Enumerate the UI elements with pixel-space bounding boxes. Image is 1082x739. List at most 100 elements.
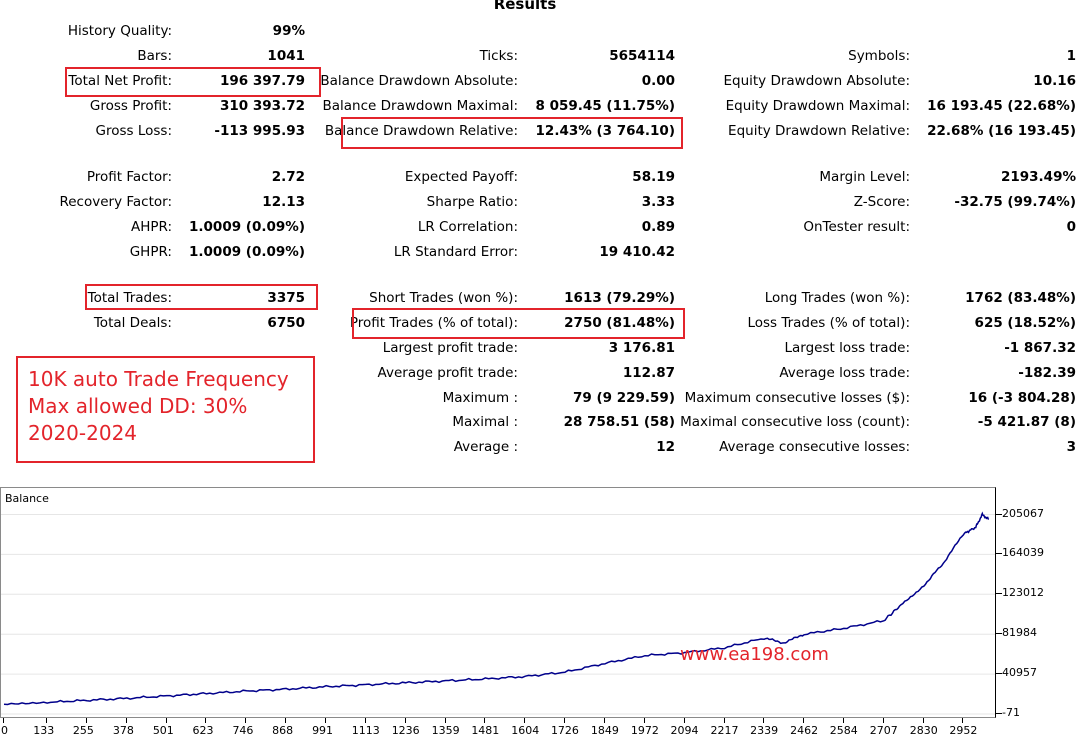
y-tick-label: -71 <box>1002 706 1020 719</box>
stat-value: 3375 <box>267 290 305 306</box>
stat-label: Maximum consecutive losses ($): <box>684 390 910 406</box>
annotation-note: 10K auto Trade Frequency Max allowed DD:… <box>16 356 315 463</box>
x-tick <box>364 718 366 723</box>
stat-value: 16 (-3 804.28) <box>968 390 1076 406</box>
stat-label: Equity Drawdown Relative: <box>728 123 910 139</box>
x-tick-label: 1972 <box>630 724 659 737</box>
x-tick-label: 746 <box>232 724 254 737</box>
stat-value: 6750 <box>267 315 305 331</box>
stat-value: 3 176.81 <box>608 340 675 356</box>
stat-value: -5 421.87 (8) <box>977 414 1076 430</box>
x-tick <box>683 718 685 723</box>
stat-value: 112.87 <box>622 365 675 381</box>
y-tick-label: 205067 <box>1002 506 1044 520</box>
note-line-2: Max allowed DD: 30% <box>28 394 248 418</box>
stat-label: LR Correlation: <box>417 219 518 235</box>
stat-value: 58.19 <box>632 169 675 185</box>
stat-label: LR Standard Error: <box>393 244 518 260</box>
stat-value: 0.89 <box>641 219 675 235</box>
x-tick <box>484 718 486 723</box>
x-tick <box>603 718 605 723</box>
x-tick <box>563 718 565 723</box>
stat-label: History Quality: <box>67 23 172 39</box>
stat-value: 0 <box>1066 219 1076 235</box>
stat-value: 1 <box>1066 48 1076 64</box>
stat-label: Total Trades: <box>87 290 172 306</box>
x-tick-label: 2094 <box>670 724 699 737</box>
x-tick <box>882 718 884 723</box>
stat-value: 2193.49% <box>1000 169 1076 185</box>
stat-label: Average consecutive losses: <box>719 439 910 455</box>
x-tick-label: 255 <box>72 724 94 737</box>
chart-label: Balance <box>5 492 49 505</box>
y-tick-label: 40957 <box>1002 666 1037 680</box>
stat-value: 3 <box>1066 439 1076 455</box>
x-tick-label: 133 <box>33 724 55 737</box>
stat-label: Gross Loss: <box>95 123 173 139</box>
stat-value: -113 995.93 <box>214 123 305 139</box>
stat-value: -182.39 <box>1018 365 1076 381</box>
stat-label: Short Trades (won %): <box>369 290 518 306</box>
x-tick-label: 868 <box>272 724 294 737</box>
stat-value: 1.0009 (0.09%) <box>189 219 305 235</box>
y-tick <box>996 513 1002 515</box>
balance-series-line <box>3 511 990 706</box>
x-tick <box>285 718 287 723</box>
stat-label: Balance Drawdown Maximal: <box>322 98 519 114</box>
stat-label: Gross Profit: <box>89 98 172 114</box>
balance-chart-svg <box>1 511 995 715</box>
stat-label: Average profit trade: <box>377 365 518 381</box>
x-tick <box>125 718 127 723</box>
x-tick-label: 0 <box>1 724 8 737</box>
stat-label: Average : <box>453 439 518 455</box>
stat-label: Symbols: <box>848 48 910 64</box>
y-tick-label: 164039 <box>1002 546 1044 560</box>
x-tick <box>165 718 167 723</box>
x-tick-label: 2217 <box>710 724 739 737</box>
stat-label: Bars: <box>137 48 172 64</box>
x-axis: 0 133 255 378 501 623 746 868 991 1113 1236 1359 148… <box>0 718 1082 739</box>
x-tick-label: 2952 <box>949 724 978 737</box>
x-tick-label: 1481 <box>471 724 500 737</box>
stat-value: 1762 (83.48%) <box>965 290 1076 306</box>
x-tick <box>524 718 526 723</box>
y-axis: 205067 164039 123012 81984 40957 -71 <box>996 487 1082 719</box>
stat-label: Maximal : <box>452 414 518 430</box>
note-line-3: 2020-2024 <box>28 421 138 445</box>
stat-label: Balance Drawdown Relative: <box>324 123 518 139</box>
stat-label: Average loss trade: <box>779 365 910 381</box>
stat-label: Equity Drawdown Absolute: <box>723 73 910 89</box>
stat-value: 1613 (79.29%) <box>564 290 675 306</box>
x-tick-label: 1604 <box>511 724 540 737</box>
stat-label: Loss Trades (% of total): <box>747 315 910 331</box>
x-tick-label: 623 <box>192 724 214 737</box>
stat-value: 79 (9 229.59) <box>572 390 675 406</box>
y-tick <box>996 673 1002 675</box>
stat-value: 12 <box>656 439 675 455</box>
x-tick <box>404 718 406 723</box>
x-tick-label: 1113 <box>351 724 380 737</box>
y-tick <box>996 633 1002 635</box>
stat-value: -32.75 (99.74%) <box>954 194 1076 210</box>
stat-label: Recovery Factor: <box>59 194 172 210</box>
stat-label: Largest loss trade: <box>784 340 910 356</box>
x-tick <box>643 718 645 723</box>
stat-label: Equity Drawdown Maximal: <box>725 98 910 114</box>
x-tick-label: 1236 <box>391 724 420 737</box>
x-tick <box>46 718 48 723</box>
y-tick <box>996 593 1002 595</box>
x-tick <box>85 718 87 723</box>
stat-label: Profit Trades (% of total): <box>349 315 518 331</box>
stat-label: OnTester result: <box>803 219 910 235</box>
x-tick <box>763 718 765 723</box>
x-tick-label: 1726 <box>550 724 579 737</box>
stat-value: -1 867.32 <box>1004 340 1076 356</box>
stat-value: 2750 (81.48%) <box>564 315 675 331</box>
x-tick-label: 378 <box>112 724 134 737</box>
y-tick-label: 81984 <box>1002 626 1037 640</box>
y-tick <box>996 553 1002 555</box>
x-tick <box>3 718 4 723</box>
x-tick-label: 2584 <box>829 724 858 737</box>
x-tick <box>444 718 446 723</box>
x-tick <box>962 718 964 723</box>
